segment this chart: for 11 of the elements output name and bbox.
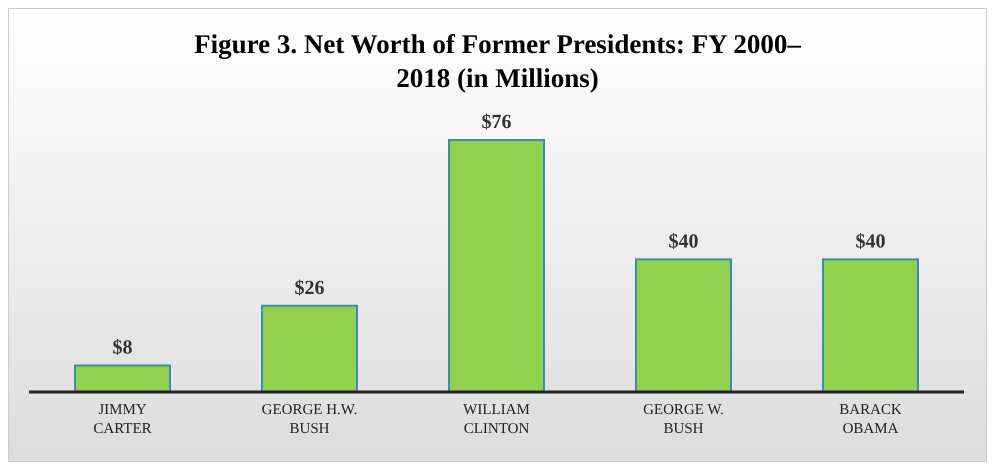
data-label: $40 — [856, 230, 886, 252]
data-label: $40 — [668, 230, 698, 252]
x-tick-label: BARACK OBAMA — [839, 402, 902, 437]
data-label: $8 — [112, 336, 132, 358]
chart-title: Figure 3. Net Worth of Former Presidents: FY 2000–2018 (in Millions) — [193, 28, 802, 95]
x-tick-label: GEORGE W. BUSH — [643, 402, 724, 437]
data-label: $26 — [294, 276, 324, 299]
x-tick-label: WILLIAM CLINTON — [463, 402, 530, 437]
x-tick-label: GEORGE H.W. BUSH — [262, 402, 358, 437]
x-tick-label: JIMMY CARTER — [93, 402, 152, 437]
data-label: $76 — [482, 111, 512, 133]
